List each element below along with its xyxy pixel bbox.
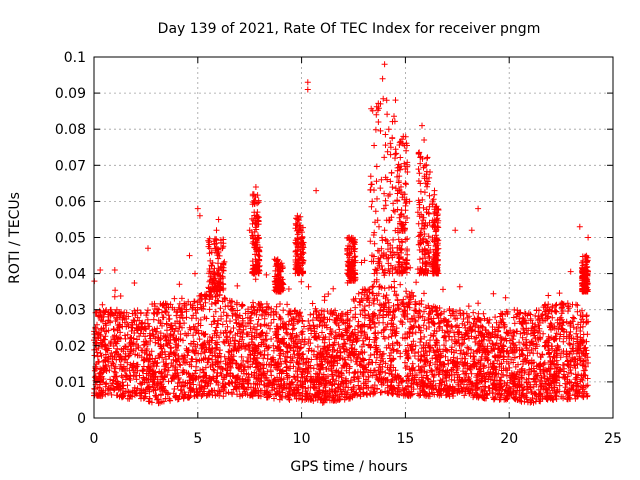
y-axis-label: ROTI / TECUs bbox=[7, 192, 23, 284]
y-tick-label: 0.04 bbox=[55, 267, 86, 283]
y-tick-label: 0.1 bbox=[64, 50, 86, 66]
x-tick-label: 0 bbox=[90, 431, 99, 447]
y-tick-label: 0.01 bbox=[55, 375, 86, 391]
y-tick-label: 0.09 bbox=[55, 86, 86, 102]
y-tick-label: 0.07 bbox=[55, 158, 86, 174]
y-tick-label: 0.02 bbox=[55, 339, 86, 355]
series-points bbox=[91, 61, 592, 407]
y-tick-label: 0.03 bbox=[55, 303, 86, 319]
y-tick-label: 0.06 bbox=[55, 194, 86, 210]
axis-ticks: 0 0.01 0.02 0.03 0.04 0.05 0.06 0.07 0.08 0.09 0.1… bbox=[55, 50, 622, 447]
y-tick-label: 0 bbox=[77, 411, 86, 427]
y-tick-label: 0.05 bbox=[55, 231, 86, 247]
x-tick-label: 15 bbox=[396, 431, 414, 447]
x-axis-label: GPS time / hours bbox=[290, 459, 407, 475]
x-tick-label: 10 bbox=[293, 431, 311, 447]
chart-title: Day 139 of 2021, Rate Of TEC Index for r… bbox=[158, 21, 541, 37]
y-tick-label: 0.08 bbox=[55, 122, 86, 138]
x-tick-label: 20 bbox=[500, 431, 518, 447]
data-points bbox=[91, 61, 592, 407]
x-tick-label: 5 bbox=[193, 431, 202, 447]
x-tick-label: 25 bbox=[604, 431, 622, 447]
